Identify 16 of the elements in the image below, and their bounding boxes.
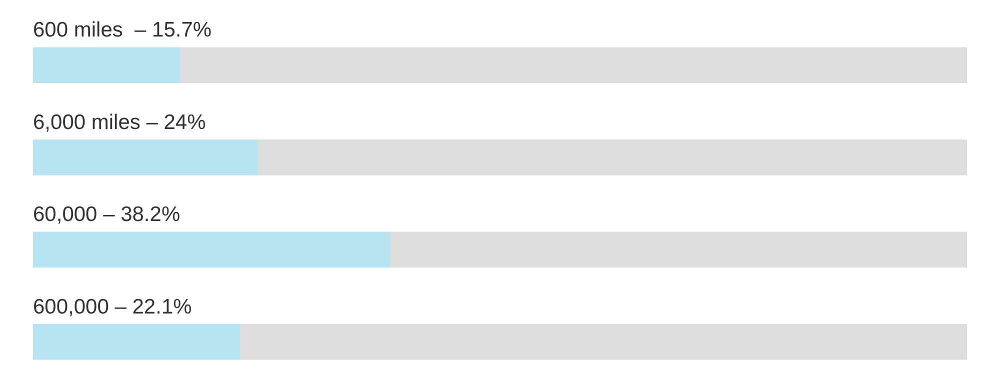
bar (33, 47, 180, 83)
data-label: 15.7% (152, 18, 212, 42)
data-label: 24% (164, 110, 206, 134)
y-tick-label: 600 miles – (33, 18, 147, 42)
bar (179, 47, 967, 83)
y-tick-label: 60,000 – (33, 203, 116, 226)
y-tick-label: 6,000 miles – (33, 110, 158, 134)
bar (239, 324, 967, 360)
bar (389, 232, 967, 268)
y-tick-label: 600,000 – (33, 295, 127, 318)
data-label: 22.1% (132, 295, 192, 318)
bar (33, 232, 390, 268)
bar (33, 324, 240, 360)
data-label: 38.2% (120, 203, 180, 226)
bar (256, 140, 967, 176)
bar (33, 140, 258, 176)
